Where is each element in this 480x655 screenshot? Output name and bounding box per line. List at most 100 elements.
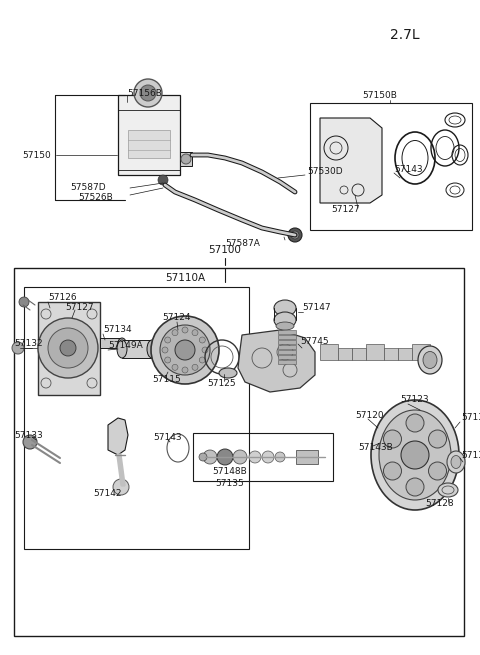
Bar: [278, 350, 296, 354]
Bar: [118, 95, 180, 175]
Circle shape: [162, 347, 168, 353]
Circle shape: [199, 337, 205, 343]
Bar: [412, 344, 430, 360]
Circle shape: [175, 340, 195, 360]
Circle shape: [165, 357, 171, 363]
Text: 57125: 57125: [208, 379, 236, 388]
Bar: [320, 344, 338, 360]
Text: 57132: 57132: [14, 339, 43, 348]
Text: 57126: 57126: [48, 293, 77, 303]
Text: 57100: 57100: [209, 245, 241, 255]
Bar: [14, 268, 464, 636]
Circle shape: [233, 450, 247, 464]
Text: 57530D: 57530D: [307, 168, 343, 176]
Circle shape: [158, 175, 168, 185]
Text: 57148B: 57148B: [213, 468, 247, 476]
Circle shape: [249, 451, 261, 463]
Circle shape: [23, 435, 37, 449]
Bar: [310, 103, 472, 230]
Bar: [278, 345, 296, 349]
Bar: [180, 152, 192, 166]
Text: 57134: 57134: [103, 326, 132, 335]
Bar: [128, 130, 170, 158]
Text: 57745: 57745: [300, 337, 329, 346]
Text: 57123: 57123: [400, 396, 429, 405]
Text: 57142: 57142: [94, 489, 122, 498]
Bar: [24, 287, 249, 549]
Text: 57143: 57143: [153, 432, 181, 441]
Text: 57587A: 57587A: [225, 238, 260, 248]
Ellipse shape: [147, 340, 157, 358]
Text: 57110A: 57110A: [165, 273, 205, 283]
Circle shape: [113, 479, 129, 495]
Text: 57127: 57127: [331, 206, 360, 214]
Circle shape: [38, 318, 98, 378]
Bar: [296, 450, 318, 464]
Circle shape: [60, 340, 76, 356]
Circle shape: [165, 337, 171, 343]
Text: 57131: 57131: [461, 451, 480, 460]
Text: 57143B: 57143B: [358, 443, 393, 453]
Polygon shape: [238, 330, 315, 392]
Circle shape: [192, 364, 198, 370]
Text: 57587D: 57587D: [70, 183, 106, 191]
Text: 57143: 57143: [394, 166, 422, 174]
Circle shape: [181, 154, 191, 164]
Text: 57127: 57127: [65, 303, 94, 312]
Circle shape: [429, 430, 446, 448]
Bar: [193, 433, 333, 481]
Ellipse shape: [418, 346, 442, 374]
Ellipse shape: [276, 322, 294, 330]
Circle shape: [262, 451, 274, 463]
Circle shape: [203, 450, 217, 464]
Circle shape: [401, 441, 429, 469]
Circle shape: [275, 452, 285, 462]
Bar: [278, 340, 296, 344]
Ellipse shape: [117, 340, 127, 358]
Text: 57133: 57133: [14, 430, 43, 440]
Text: 57124: 57124: [162, 314, 191, 322]
Text: 57128: 57128: [426, 500, 454, 508]
Circle shape: [202, 347, 208, 353]
Circle shape: [134, 79, 162, 107]
Circle shape: [48, 328, 88, 368]
Circle shape: [172, 364, 178, 370]
Text: 57147: 57147: [302, 303, 331, 312]
Circle shape: [384, 462, 401, 480]
Text: 2.7L: 2.7L: [390, 28, 420, 42]
Ellipse shape: [451, 455, 461, 468]
Circle shape: [288, 228, 302, 242]
Bar: [338, 348, 352, 360]
Bar: [278, 330, 296, 334]
Bar: [278, 335, 296, 339]
Bar: [278, 360, 296, 364]
Text: 57150: 57150: [22, 151, 51, 160]
Circle shape: [291, 231, 299, 239]
Circle shape: [182, 327, 188, 333]
Circle shape: [429, 462, 446, 480]
Ellipse shape: [118, 338, 126, 348]
Bar: [384, 348, 398, 360]
Text: 57120: 57120: [355, 411, 384, 419]
Circle shape: [406, 414, 424, 432]
Polygon shape: [108, 418, 128, 455]
Bar: [398, 348, 412, 360]
Circle shape: [217, 449, 233, 465]
Bar: [100, 338, 122, 348]
Circle shape: [384, 430, 401, 448]
Polygon shape: [320, 118, 382, 203]
Text: 57130B: 57130B: [461, 413, 480, 422]
Ellipse shape: [219, 368, 237, 378]
Text: 57135: 57135: [216, 479, 244, 489]
Ellipse shape: [160, 325, 210, 375]
Ellipse shape: [447, 451, 465, 473]
Ellipse shape: [438, 483, 458, 497]
Ellipse shape: [274, 300, 296, 316]
Ellipse shape: [151, 316, 219, 384]
Circle shape: [12, 342, 24, 354]
Ellipse shape: [274, 312, 296, 328]
Polygon shape: [38, 302, 100, 395]
Circle shape: [172, 329, 178, 335]
Ellipse shape: [371, 400, 459, 510]
Text: 57149A: 57149A: [108, 341, 143, 350]
